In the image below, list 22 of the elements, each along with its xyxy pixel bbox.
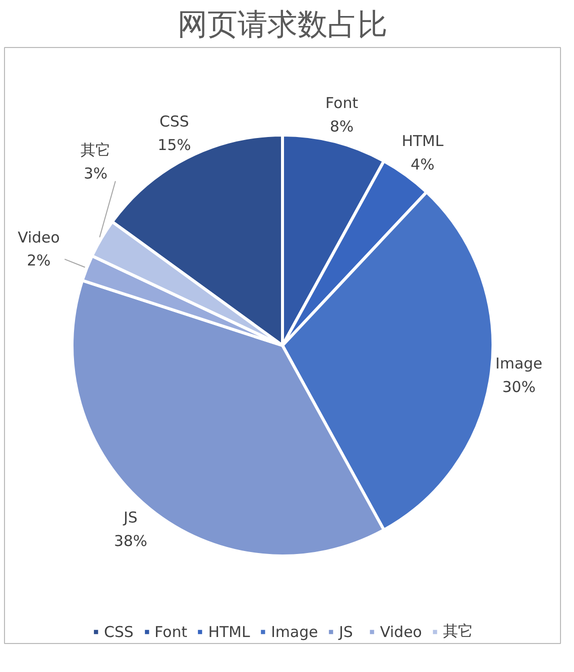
legend-label: CSS [104, 622, 134, 640]
slice-label: HTML [402, 132, 444, 150]
data-label: 30% [502, 378, 536, 396]
data-label: 38% [114, 532, 148, 550]
legend-label: Image [270, 622, 318, 640]
slice-label: Image [495, 354, 542, 373]
slice-label: 其它 [80, 140, 111, 159]
data-label: 15% [158, 136, 191, 154]
legend-label: 其它 [442, 622, 473, 641]
legend-label: HTML [208, 622, 250, 640]
legend-label: Video [380, 622, 422, 640]
slice-label: Font [325, 94, 358, 112]
slice-label: Video [18, 228, 60, 246]
legend-label: JS [338, 622, 354, 640]
data-label: 8% [330, 117, 354, 136]
slice-label: JS [122, 508, 138, 526]
data-label: 3% [84, 164, 108, 182]
chart-title: 网页请求数占比 [178, 8, 388, 42]
data-label: 4% [410, 155, 434, 174]
data-label: 2% [26, 252, 51, 270]
slice-label: CSS [160, 112, 190, 130]
legend-label: Font [154, 622, 188, 640]
